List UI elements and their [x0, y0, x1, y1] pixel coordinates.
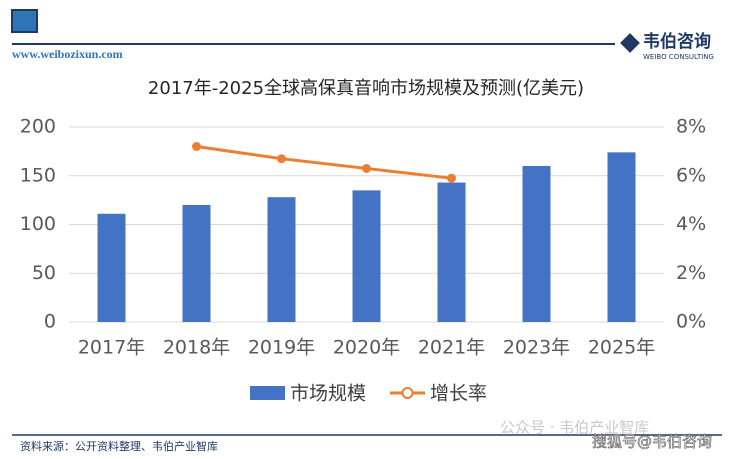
y-tick-label: 150: [20, 164, 56, 186]
x-tick-label: 2025年: [588, 337, 655, 359]
watermark: 公众号 · 韦伯产业智库: [500, 419, 649, 437]
bar: [182, 205, 211, 322]
logo-mark: [620, 33, 640, 53]
bar: [352, 190, 381, 322]
bar: [97, 213, 126, 322]
legend-swatch: [401, 387, 414, 399]
line-marker: [447, 173, 456, 183]
y2-tick-label: 2%: [676, 262, 706, 284]
bar: [607, 152, 636, 322]
header-url: www.weibozixun.com: [12, 47, 123, 61]
y-tick-label: 100: [20, 213, 56, 235]
bar: [437, 182, 466, 322]
legend-label: 市场规模: [290, 383, 366, 405]
header-icon: [11, 9, 38, 33]
x-tick-label: 2021年: [418, 337, 485, 359]
footer-source: 资料来源：公开资料整理、韦伯产业智库: [20, 439, 218, 453]
line-marker: [277, 154, 286, 164]
y2-tick-label: 0%: [676, 311, 706, 333]
watermark: 搜狐号@韦伯咨询: [592, 433, 712, 451]
bar: [522, 166, 551, 322]
legend-label: 增长率: [430, 383, 487, 405]
y-tick-label: 50: [32, 262, 56, 284]
x-tick-label: 2020年: [333, 337, 400, 359]
y2-tick-label: 4%: [676, 213, 706, 235]
y2-tick-label: 6%: [676, 164, 706, 186]
y2-tick-label: 8%: [676, 116, 706, 138]
line-marker: [362, 163, 371, 173]
logo-sub: WEIBO CONSULTING: [643, 53, 714, 61]
y-tick-label: 0: [44, 311, 56, 333]
line-marker: [192, 142, 201, 151]
chart-title: 2017年-2025全球高保真音响市场规模及预测(亿美元): [148, 78, 584, 99]
x-tick-label: 2018年: [163, 337, 230, 359]
y-tick-label: 200: [20, 116, 56, 138]
legend-swatch: [250, 386, 285, 400]
line: [196, 145, 452, 180]
logo-text: 韦伯咨询: [643, 31, 711, 52]
bar: [267, 197, 296, 322]
x-tick-label: 2017年: [78, 337, 145, 359]
x-tick-label: 2019年: [248, 337, 315, 359]
x-tick-label: 2023年: [503, 337, 570, 359]
